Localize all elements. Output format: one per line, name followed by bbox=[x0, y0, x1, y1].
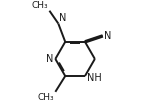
Text: CH₃: CH₃ bbox=[38, 93, 54, 102]
Text: CH₃: CH₃ bbox=[32, 1, 48, 10]
Text: NH: NH bbox=[87, 73, 102, 83]
Text: N: N bbox=[104, 31, 112, 41]
Text: N: N bbox=[59, 13, 66, 23]
Text: N: N bbox=[45, 54, 53, 64]
